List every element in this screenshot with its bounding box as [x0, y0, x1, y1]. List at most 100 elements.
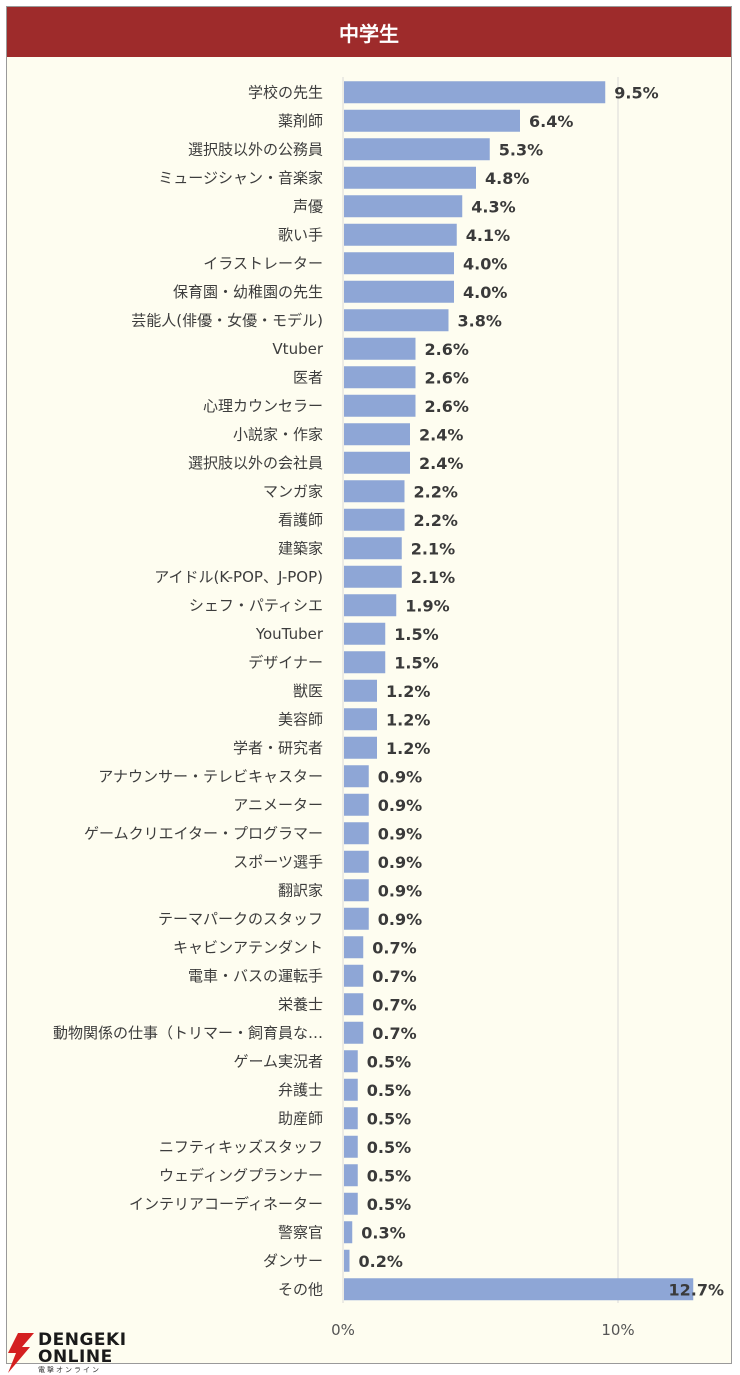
value-label: 2.2% — [414, 482, 458, 501]
category-label: 小説家・作家 — [233, 425, 323, 443]
category-label: 動物関係の仕事（トリマー・飼育員な… — [53, 1024, 323, 1042]
bar — [344, 622, 386, 645]
category-label: シェフ・パティシエ — [189, 596, 323, 614]
category-label: 警察官 — [278, 1223, 323, 1241]
bar — [344, 195, 463, 218]
bar — [344, 1249, 350, 1272]
category-label: マンガ家 — [263, 482, 323, 500]
category-label: 栄養士 — [278, 995, 323, 1013]
value-label: 4.1% — [466, 226, 510, 245]
value-label: 1.2% — [386, 739, 430, 758]
value-label: 2.4% — [419, 454, 463, 473]
x-tick-label: 10% — [601, 1321, 634, 1339]
category-label: Vtuber — [272, 340, 323, 358]
value-label: 1.2% — [386, 682, 430, 701]
category-label: デザイナー — [248, 653, 323, 671]
category-label: 弁護士 — [278, 1081, 323, 1099]
chart-header-title: 中学生 — [339, 21, 399, 46]
bar — [344, 879, 369, 902]
bar — [344, 394, 416, 417]
category-label: インテリアコーディネーター — [129, 1195, 323, 1213]
bar — [344, 138, 490, 161]
value-label: 0.9% — [378, 796, 422, 815]
category-label: スポーツ選手 — [233, 853, 323, 871]
value-label: 0.9% — [378, 881, 422, 900]
bar — [344, 81, 606, 104]
value-label: 1.2% — [386, 710, 430, 729]
value-label: 0.5% — [367, 1195, 411, 1214]
bar — [344, 223, 457, 246]
value-label: 0.5% — [367, 1052, 411, 1071]
value-label: 1.5% — [394, 653, 438, 672]
bar — [344, 280, 454, 303]
lightning-bolt-icon — [8, 1333, 34, 1373]
category-label: 美容師 — [278, 710, 323, 728]
value-label: 4.0% — [463, 254, 507, 273]
logo-sub: 電撃オンライン — [38, 1366, 101, 1374]
category-label: ダンサー — [263, 1252, 323, 1270]
bar — [344, 1107, 358, 1130]
value-label: 2.6% — [425, 340, 469, 359]
category-label: ゲーム実況者 — [233, 1052, 323, 1070]
x-tick-label: 0% — [331, 1321, 355, 1339]
bar — [344, 1164, 358, 1187]
bar — [344, 166, 476, 189]
value-label: 0.5% — [367, 1166, 411, 1185]
category-label: イラストレーター — [203, 254, 323, 272]
bar — [344, 537, 402, 560]
value-label: 4.8% — [485, 169, 529, 188]
value-label: 0.9% — [378, 824, 422, 843]
category-label: キャビンアテンダント — [173, 938, 323, 956]
bar — [344, 109, 520, 132]
bar — [344, 1221, 353, 1244]
bar — [344, 1278, 694, 1301]
value-label: 2.4% — [419, 425, 463, 444]
bar — [344, 1192, 358, 1215]
value-label: 4.0% — [463, 283, 507, 302]
category-label: 保育園・幼稚園の先生 — [173, 283, 323, 301]
category-label: ウェディングプランナー — [159, 1166, 323, 1184]
value-label: 2.2% — [414, 511, 458, 530]
bar — [344, 822, 369, 845]
bar — [344, 765, 369, 788]
category-label: 歌い手 — [278, 226, 323, 244]
value-label: 0.9% — [378, 910, 422, 929]
category-label: 建築家 — [278, 539, 323, 557]
value-label: 12.7% — [668, 1280, 724, 1299]
bar — [344, 651, 386, 674]
value-label: 3.8% — [458, 311, 502, 330]
bar — [344, 423, 410, 446]
category-label: 獣医 — [293, 682, 323, 700]
value-label: 0.9% — [378, 767, 422, 786]
value-label: 0.3% — [361, 1223, 405, 1242]
bar — [344, 1135, 358, 1158]
value-label: 0.5% — [367, 1138, 411, 1157]
bar — [344, 337, 416, 360]
category-label: 選択肢以外の会社員 — [188, 454, 323, 472]
bar — [344, 451, 410, 474]
category-label: 医者 — [293, 368, 323, 386]
category-label: アニメーター — [233, 796, 323, 814]
bar — [344, 366, 416, 389]
bar — [344, 708, 377, 731]
value-label: 2.1% — [411, 539, 455, 558]
value-label: 4.3% — [471, 197, 515, 216]
bar — [344, 736, 377, 759]
category-label: YouTuber — [255, 625, 324, 643]
category-label: 学者・研究者 — [233, 739, 323, 757]
value-label: 0.7% — [372, 1024, 416, 1043]
bar — [344, 1078, 358, 1101]
category-label: 声優 — [293, 197, 323, 215]
value-label: 2.6% — [425, 368, 469, 387]
bar — [344, 993, 364, 1016]
category-label: 学校の先生 — [248, 83, 323, 101]
bar — [344, 565, 402, 588]
bar — [344, 907, 369, 930]
bar — [344, 793, 369, 816]
chart-header: 中学生 — [7, 7, 731, 57]
bar — [344, 964, 364, 987]
logo-line2: ONLINE — [38, 1347, 113, 1367]
value-label: 0.7% — [372, 995, 416, 1014]
bar — [344, 480, 405, 503]
